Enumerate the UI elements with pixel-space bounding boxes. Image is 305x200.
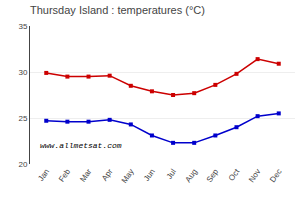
svg-text:Feb: Feb <box>57 167 73 184</box>
svg-text:Dec: Dec <box>268 167 284 184</box>
svg-text:30: 30 <box>18 68 27 77</box>
svg-text:May: May <box>120 167 136 185</box>
svg-text:Mar: Mar <box>78 167 93 184</box>
svg-text:Jan: Jan <box>36 167 51 183</box>
svg-text:35: 35 <box>18 22 27 31</box>
svg-text:Oct: Oct <box>227 167 242 183</box>
svg-text:Sep: Sep <box>205 167 221 184</box>
svg-text:Aug: Aug <box>184 167 200 184</box>
svg-text:25: 25 <box>18 114 27 123</box>
svg-text:Jul: Jul <box>165 167 178 181</box>
svg-text:www.allmetsat.com: www.allmetsat.com <box>40 141 122 150</box>
svg-text:20: 20 <box>18 160 27 169</box>
svg-text:Thursday Island : temperatures: Thursday Island : temperatures (°C) <box>30 4 205 16</box>
svg-text:Jun: Jun <box>142 167 157 183</box>
svg-text:Apr: Apr <box>100 167 115 183</box>
svg-text:Nov: Nov <box>247 167 263 184</box>
